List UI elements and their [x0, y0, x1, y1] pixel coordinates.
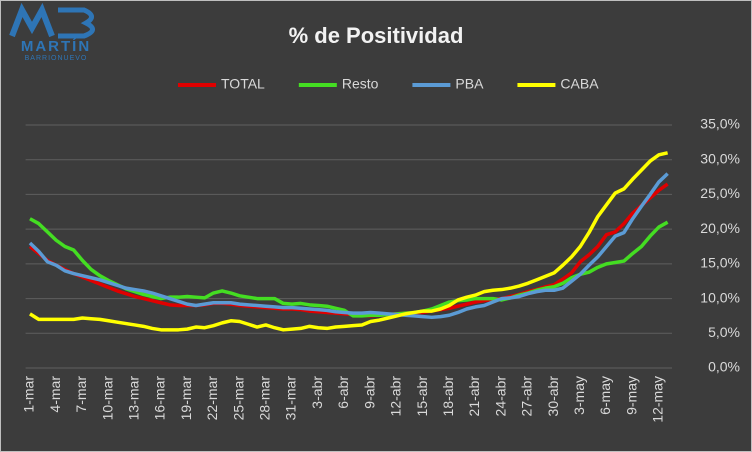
legend-label: PBA: [455, 76, 484, 92]
x-tick-label: 16-mar: [152, 376, 168, 421]
x-tick-label: 1-mar: [21, 376, 37, 413]
x-tick-label: 3-abr: [309, 376, 325, 409]
logo: MARTÍN BARRIONUEVO: [9, 2, 95, 62]
y-tick-label: 30,0%: [700, 150, 740, 166]
y-tick-label: 20,0%: [700, 220, 740, 236]
x-tick-label: 6-may: [597, 376, 613, 415]
series-line: [29, 151, 669, 332]
x-tick-label: 30-abr: [545, 376, 561, 417]
x-tick-label: 6-abr: [335, 376, 351, 409]
x-tick-label: 12-abr: [388, 376, 404, 417]
y-tick-label: 0,0%: [708, 359, 740, 375]
y-tick-label: 35,0%: [700, 116, 740, 132]
y-tick-label: 25,0%: [700, 185, 740, 201]
x-tick-label: 27-abr: [519, 376, 535, 417]
x-tick-label: 24-abr: [492, 376, 508, 417]
x-tick-label: 9-abr: [361, 376, 377, 409]
y-tick-label: 15,0%: [700, 255, 740, 271]
legend-label: CABA: [560, 76, 599, 92]
x-tick-label: 7-mar: [73, 376, 89, 413]
x-tick-label: 10-mar: [99, 376, 115, 421]
logo-mark: [58, 7, 95, 39]
series-line: [28, 172, 669, 320]
x-tick-label: 9-may: [623, 376, 639, 415]
x-tick-label: 31-mar: [283, 376, 299, 421]
chart-title: % de Positividad: [289, 23, 464, 48]
x-tick-label: 3-may: [571, 376, 587, 415]
legend-label: Resto: [342, 76, 379, 92]
x-tick-label: 12-may: [650, 376, 666, 423]
x-tick-label: 25-mar: [230, 376, 246, 421]
x-tick-label: 19-mar: [178, 376, 194, 421]
x-tick-label: 22-mar: [204, 376, 220, 421]
x-tick-label: 13-mar: [125, 376, 141, 421]
x-tick-label: 18-abr: [440, 376, 456, 417]
x-tick-label: 4-mar: [47, 376, 63, 413]
logo-surname: BARRIONUEVO: [25, 55, 88, 62]
logo-mark: [9, 2, 55, 38]
x-tick-label: 28-mar: [257, 376, 273, 421]
y-tick-label: 5,0%: [708, 324, 740, 340]
logo-name: MARTÍN: [21, 38, 91, 55]
y-tick-label: 10,0%: [700, 289, 740, 305]
x-tick-label: 15-abr: [414, 376, 430, 417]
legend-label: TOTAL: [221, 76, 265, 92]
x-tick-label: 21-abr: [466, 376, 482, 417]
